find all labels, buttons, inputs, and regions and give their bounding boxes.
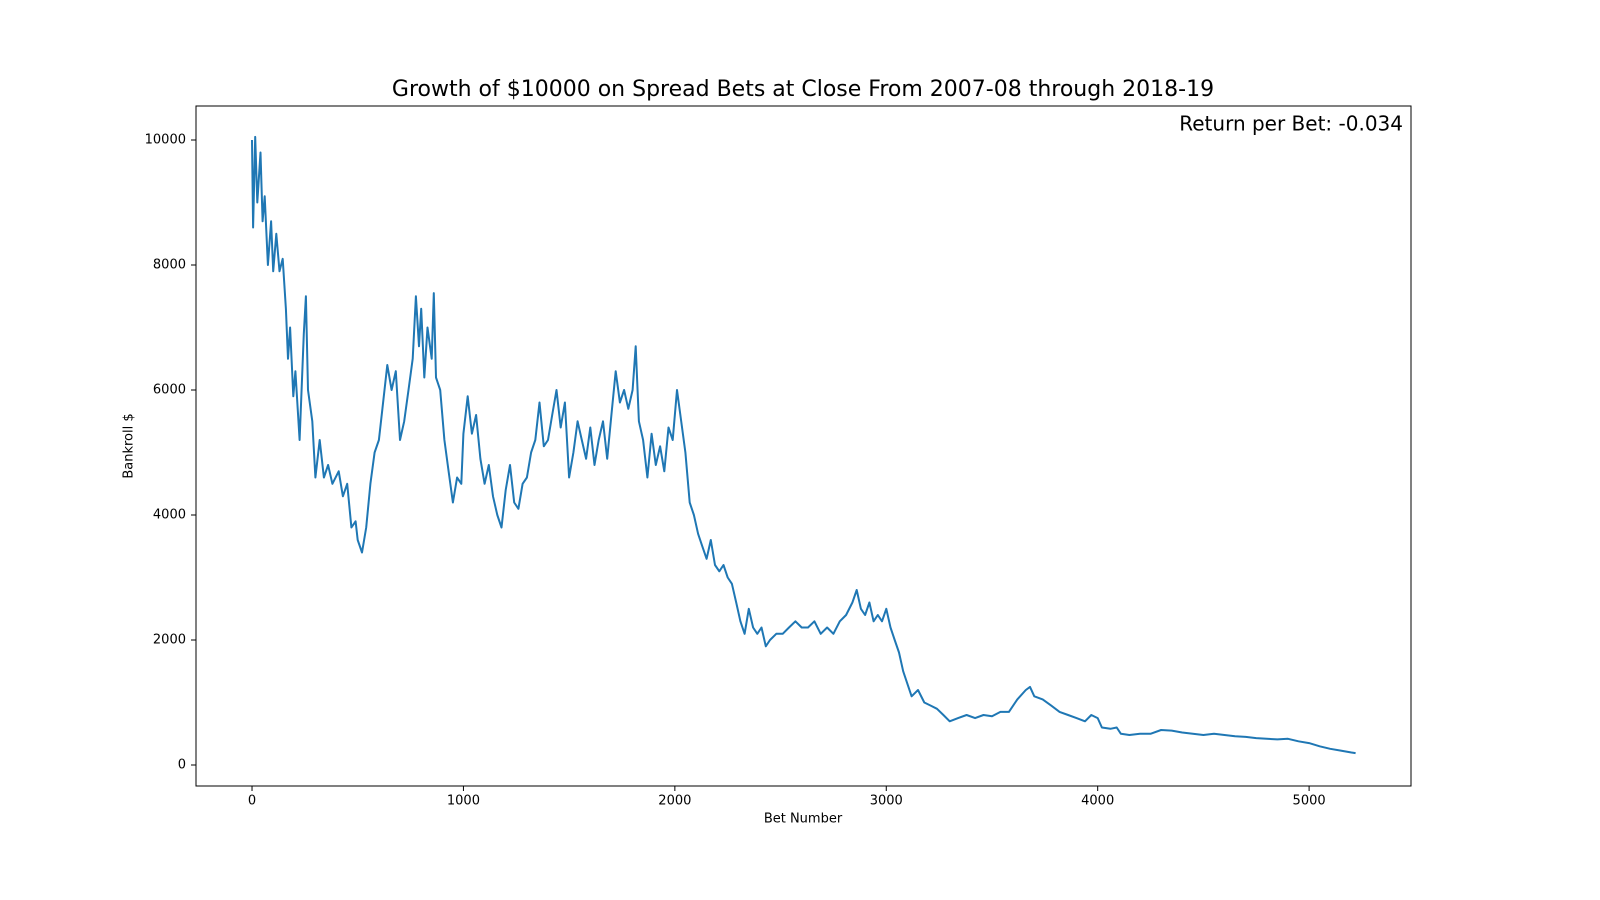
x-tick-label: 0 — [248, 794, 256, 809]
y-tick-label: 0 — [178, 758, 186, 773]
x-axis-label: Bet Number — [764, 812, 843, 827]
series-line — [251, 135, 1356, 755]
annotation: Return per Bet: -0.034 — [1179, 112, 1403, 136]
x-tick-label: 4000 — [1081, 794, 1114, 809]
y-tick-label: 8000 — [153, 258, 186, 273]
y-tick-label: 10000 — [145, 133, 186, 148]
y-tick-label: 6000 — [153, 383, 186, 398]
x-tick-label: 5000 — [1293, 794, 1326, 809]
plot-frame — [195, 105, 1412, 787]
chart-title: Growth of $10000 on Spread Bets at Close… — [392, 77, 1214, 102]
x-tick-label: 3000 — [870, 794, 903, 809]
x-tick-label: 1000 — [447, 794, 480, 809]
y-axis-label: Bankroll $ — [122, 413, 137, 478]
y-tick-label: 4000 — [153, 508, 186, 523]
y-tick-label: 2000 — [153, 633, 186, 648]
x-tick-label: 2000 — [658, 794, 691, 809]
